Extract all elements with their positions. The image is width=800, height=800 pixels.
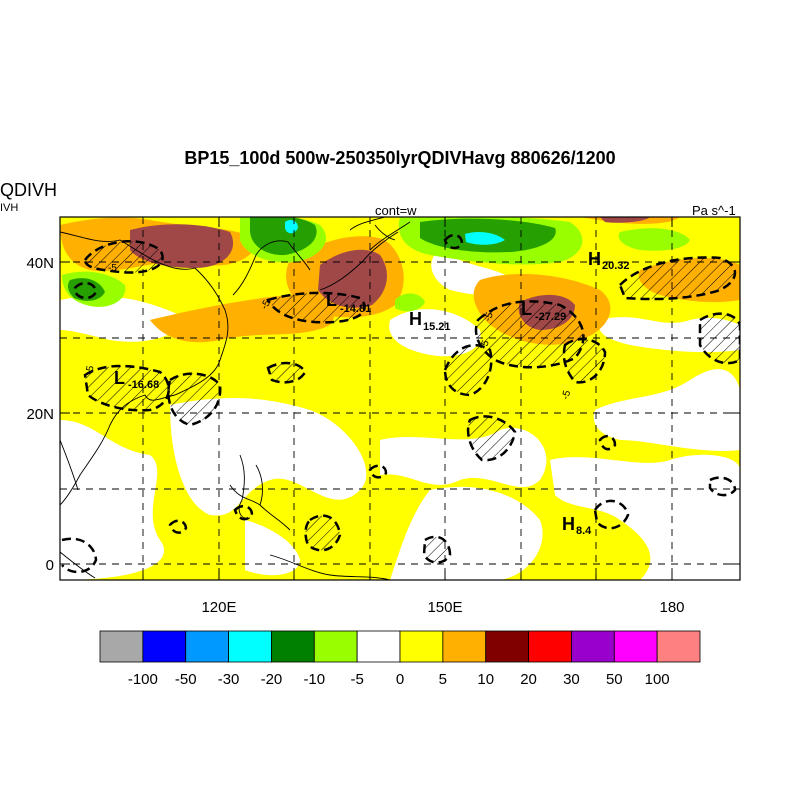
colorbar-label: 100	[645, 671, 670, 688]
colorbar-swatch	[528, 630, 572, 663]
colorbar-swatch	[613, 630, 658, 663]
map-frame	[59, 216, 741, 581]
high-center-marker: H 8.4	[562, 514, 592, 537]
colorbar-swatch	[99, 630, 144, 663]
colorbar-label: -50	[175, 671, 197, 688]
colorbar-swatch	[142, 630, 187, 663]
svg-text:-14.81: -14.81	[340, 303, 371, 315]
svg-text:H: H	[562, 514, 575, 534]
colorbar-swatch	[313, 630, 358, 663]
colorbar-swatch	[656, 630, 701, 663]
lat-label: 0	[46, 557, 54, 574]
low-center-marker: L -27.29	[521, 299, 566, 323]
low-center-marker: L -16.68	[114, 368, 159, 391]
contour-value-label: -5	[478, 338, 492, 351]
colorbar-label: 0	[396, 671, 404, 688]
colorbar-swatch	[571, 630, 615, 663]
colorbar-swatch	[271, 630, 315, 663]
colorbar-swatch	[399, 630, 444, 663]
svg-text:L: L	[521, 299, 532, 319]
contour-value-label: -5	[108, 263, 117, 274]
colorbar-label: -5	[350, 671, 363, 688]
colorbar-swatch	[228, 630, 272, 663]
high-center-marker: H 20.32	[588, 249, 630, 272]
colorbar-label: 5	[439, 671, 447, 688]
lon-label: 120E	[201, 599, 236, 616]
contour-variable-label: cont=w	[375, 203, 417, 218]
colorbar-swatch	[356, 630, 401, 663]
lon-label: 150E	[427, 599, 462, 616]
svg-text:H: H	[588, 249, 601, 269]
colorbar-label: -10	[303, 671, 325, 688]
low-center-marker: L -14.81	[326, 290, 371, 315]
colorbar: -100 -50 -30 -20 -10 -5 0 5 10 20 30 50 100	[99, 630, 701, 688]
colorbar-label: 20	[520, 671, 537, 688]
svg-text:H: H	[409, 309, 422, 329]
grid-lines	[60, 217, 740, 580]
colorbar-label: -100	[128, 671, 158, 688]
svg-text:-16.68: -16.68	[128, 379, 159, 391]
axis-ticks	[60, 217, 740, 580]
contour-value-label: -5	[560, 389, 573, 401]
svg-text:15.21: 15.21	[423, 321, 451, 333]
colorbar-swatch	[442, 630, 487, 663]
colorbar-swatch	[485, 630, 529, 663]
variable-subname: IVH	[0, 202, 19, 214]
svg-text:L: L	[326, 290, 337, 310]
svg-text:L: L	[114, 368, 125, 388]
colorbar-swatch	[185, 630, 229, 663]
contour-value-label: -5	[482, 310, 496, 323]
colorbar-label: 50	[606, 671, 623, 688]
lon-label: 180	[659, 599, 684, 616]
variable-name: QDIVH	[0, 180, 58, 200]
lat-label: 40N	[26, 255, 54, 272]
map-area	[60, 217, 740, 580]
colorbar-label: -30	[218, 671, 240, 688]
colorbar-label: -20	[261, 671, 283, 688]
svg-text:8.4: 8.4	[576, 525, 592, 537]
chart-title: BP15_100d 500w-250350lyrQDIVHavg 880626/…	[184, 148, 616, 168]
contour-value-label: -5	[84, 364, 96, 375]
high-center-marker: H 15.21	[409, 309, 451, 333]
units-label: Pa s^-1	[692, 203, 736, 218]
svg-text:-27.29: -27.29	[535, 311, 566, 323]
colorbar-label: 30	[563, 671, 580, 688]
svg-text:20.32: 20.32	[602, 260, 630, 272]
colorbar-label: 10	[477, 671, 494, 688]
lat-label: 20N	[26, 406, 54, 423]
